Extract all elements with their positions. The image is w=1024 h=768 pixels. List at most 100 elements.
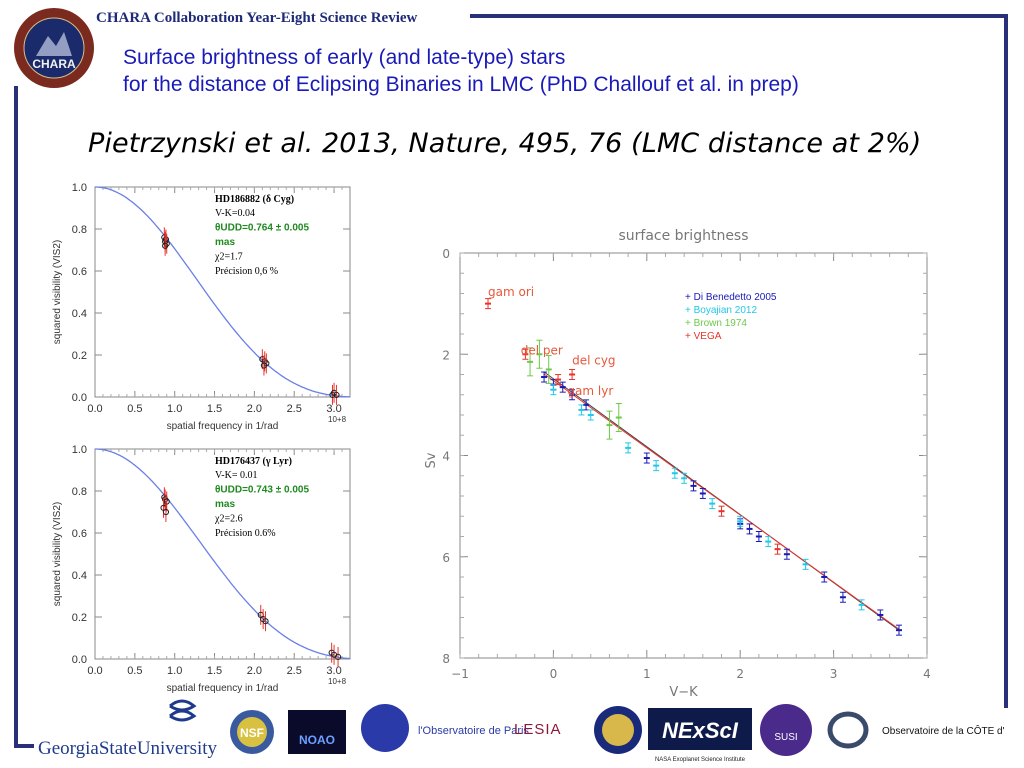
star-info-line: θUDD=0.743 ± 0.005	[215, 485, 309, 496]
x-tick-label: 3.0	[326, 665, 341, 677]
y-tick-label: 1.0	[72, 182, 87, 194]
nsf-logo-icon: NSF	[230, 710, 274, 754]
sb-data-point	[606, 410, 613, 440]
y-tick-label: 0.2	[72, 350, 87, 362]
y-tick-label: 0.8	[72, 486, 87, 498]
sb-star-annotation: gam ori	[488, 285, 534, 299]
main-heading: Pietrzynski et al. 2013, Nature, 495, 76…	[88, 128, 922, 159]
sb-x-tick-label: 3	[830, 667, 838, 681]
visibility-data-point	[262, 611, 269, 632]
sb-data-point	[839, 591, 846, 603]
sb-data-point	[569, 389, 576, 401]
y-tick-label: 0.0	[72, 392, 87, 404]
star-label: HD186882 (δ Cyg)	[215, 194, 294, 205]
x-tick-label: 0.5	[127, 403, 142, 415]
x-tick-label: 2.5	[287, 665, 302, 677]
chara-logo-text: CHARA	[32, 57, 76, 71]
star-info-line: Précision 0.6%	[215, 528, 276, 539]
sb-x-tick-label: 1	[643, 667, 651, 681]
sb-data-point	[877, 609, 884, 621]
visibility-plot-gamma-lyr: 0.0 0.5 1.0 1.5 2.0 2.5 3.0 0.0 0.2 0.4 0.6 0.8 1.0 s…	[52, 444, 351, 694]
sb-star-annotation: gam lyr	[567, 384, 613, 398]
sb-legend-entry: + Boyajian 2012	[685, 305, 757, 316]
visibility-data-point	[333, 384, 340, 405]
nexsci-logo-icon: NExScI NASA Exoplanet Science Institute	[648, 708, 752, 763]
nsf-logo-text: NSF	[240, 726, 264, 740]
x-tick-label: 2.0	[247, 403, 262, 415]
sb-data-point	[653, 460, 660, 472]
sb-data-point	[527, 347, 534, 377]
sb-y-tick-label: 4	[442, 450, 450, 464]
sb-x-axis-label: V−K	[669, 685, 698, 698]
sb-data-point	[643, 452, 650, 464]
visibility-data-point	[260, 355, 268, 376]
sb-y-tick-label: 8	[442, 652, 450, 666]
x-tick-label: 0.5	[127, 665, 142, 677]
sb-data-point	[709, 498, 716, 510]
x-tick-label: 2.5	[287, 403, 302, 415]
sb-x-tick-label: 2	[736, 667, 744, 681]
x-tick-label: 1.0	[167, 665, 182, 677]
y-tick-label: 1.0	[72, 444, 87, 456]
sb-x-tick-label: 4	[923, 667, 931, 681]
sb-data-point	[625, 442, 632, 454]
y-axis-label: squared visibility (VIS2)	[52, 502, 63, 606]
nexsci-caption-text: NASA Exoplanet Science Institute	[655, 757, 746, 763]
sb-data-point	[587, 409, 594, 421]
star-info-line: V-K=0.04	[215, 208, 255, 219]
visibility-data-point	[334, 646, 342, 667]
university-seal-icon	[594, 706, 642, 754]
x-tick-label: 1.0	[167, 403, 182, 415]
frame-top-bar	[470, 14, 1008, 18]
sb-data-point	[718, 505, 725, 517]
x-tick-label: 3.0	[326, 403, 341, 415]
observatoire-paris-logo-icon: l'Observatoire de Paris	[361, 704, 529, 752]
x-tick-label: 1.5	[207, 403, 222, 415]
sb-data-point	[699, 487, 706, 499]
georgia-state-logo-icon: GeorgiaStateUniversity	[38, 699, 218, 759]
sb-fit-line-vega	[543, 373, 900, 630]
sb-y-tick-label: 2	[442, 348, 450, 362]
star-info-line: mas	[215, 237, 235, 248]
star-info-line: χ2=1.7	[214, 252, 243, 263]
sb-data-point	[765, 536, 772, 548]
georgia-state-logo-text: GeorgiaStateUniversity	[38, 738, 218, 759]
sb-data-point	[681, 472, 688, 484]
chara-logo-icon: CHARA	[14, 8, 94, 88]
surface-brightness-plot: surface brightness −1 0 1 2 3 4 0 2 4 6 8 V−K Sv gam o…	[424, 228, 931, 698]
sb-data-point	[545, 354, 552, 384]
sb-data-point	[746, 523, 753, 535]
sb-data-point	[755, 531, 762, 542]
star-label: HD176437 (γ Lyr)	[215, 456, 292, 467]
sb-data-point	[550, 384, 557, 396]
visibility-plot-delta-cyg: 0.0 0.5 1.0 1.5 2.0 2.5 3.0 0.0 0.2 0.4 0.6 0.8 1.0 s…	[52, 182, 351, 432]
star-info-line: Précision 0,6 %	[215, 266, 278, 277]
y-axis-label: squared visibility (VIS2)	[52, 240, 63, 344]
subtitle-line-1: Surface brightness of early (and late-ty…	[123, 46, 566, 69]
observatoire-cote-azur-logo-text: Observatoire de la CÔTE d'AZUR	[882, 724, 1004, 737]
visibility-data-point	[162, 235, 169, 256]
frame-right-bar	[1004, 14, 1008, 708]
sb-data-point	[559, 381, 566, 393]
sb-legend-entry: + Di Benedetto 2005	[685, 292, 777, 303]
sb-data-point	[737, 515, 744, 527]
x-axis-label: spatial frequency in 1/rad	[167, 421, 279, 432]
y-tick-label: 0.6	[72, 528, 87, 540]
y-tick-label: 0.2	[72, 612, 87, 624]
header-title: CHARA Collaboration Year-Eight Science R…	[96, 10, 418, 26]
x-tick-label: 0.0	[87, 403, 102, 415]
sb-data-point	[541, 371, 548, 383]
sb-legend-entry: + VEGA	[685, 331, 722, 342]
noao-logo-text: NOAO	[299, 733, 335, 747]
x-tick-label: 2.0	[247, 665, 262, 677]
lesia-logo-icon: LESIA	[514, 721, 561, 738]
sb-data-point	[802, 558, 809, 570]
star-info-line: V-K= 0.01	[215, 470, 258, 481]
sb-x-tick-label: −1	[451, 667, 469, 681]
x-tick-label: 0.0	[87, 665, 102, 677]
noao-logo-icon: NOAO	[288, 710, 346, 754]
sb-y-axis-label: Sv	[424, 452, 439, 468]
star-info-line: mas	[215, 499, 235, 510]
sb-data-point	[578, 404, 585, 416]
sb-data-point	[485, 298, 492, 310]
